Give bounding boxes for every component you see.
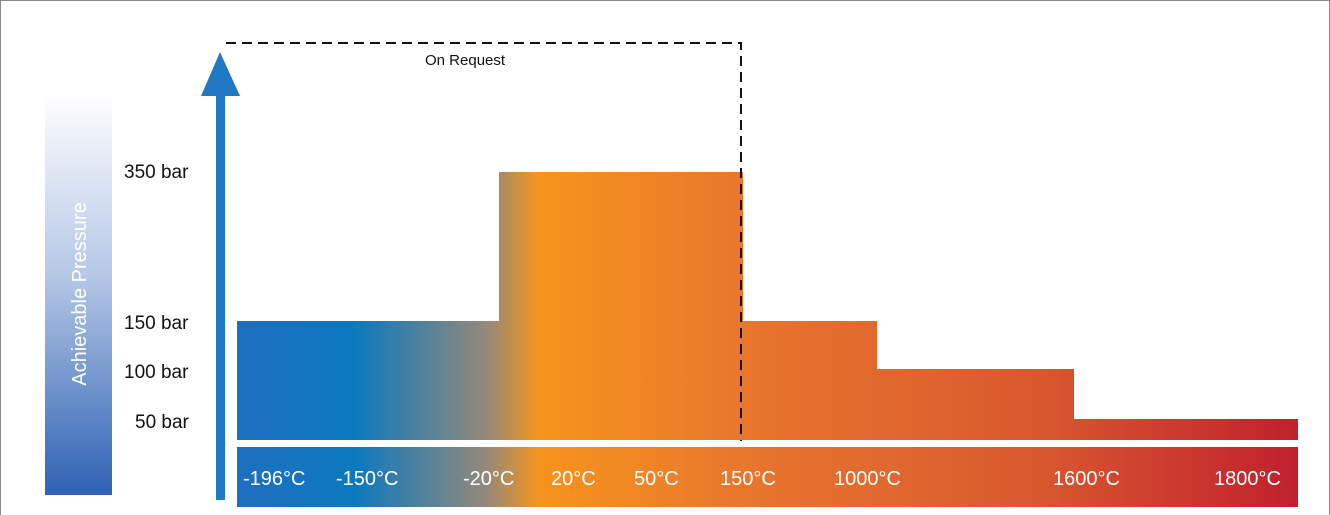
pressure-arrow-head — [201, 52, 240, 96]
y-axis-title: Achievable Pressure — [69, 202, 91, 385]
temp-label-1000: 1000°C — [834, 468, 901, 490]
segment-bar-5 — [1074, 419, 1298, 440]
segment-bar-3 — [743, 321, 877, 440]
segment-bar-1 — [237, 321, 499, 440]
y-axis-title-panel — [45, 93, 112, 495]
temp-label-150: 150°C — [720, 468, 776, 490]
y-tick-100: 100 bar — [124, 362, 189, 383]
temp-label-minus150: -150°C — [336, 468, 398, 490]
on-request-label: On Request — [425, 52, 506, 69]
y-tick-50: 50 bar — [135, 412, 190, 433]
segment-bar-4 — [877, 369, 1074, 440]
temp-label-50: 50°C — [634, 468, 679, 490]
y-tick-150: 150 bar — [124, 313, 189, 334]
temp-label-minus20: -20°C — [463, 468, 514, 490]
temp-label-1800: 1800°C — [1214, 468, 1281, 490]
temp-label-minus196: -196°C — [243, 468, 305, 490]
temp-label-20: 20°C — [551, 468, 596, 490]
segment-bar-2 — [499, 172, 743, 440]
y-tick-350: 350 bar — [124, 162, 189, 183]
temperature-strip — [237, 447, 1298, 507]
temp-label-1600: 1600°C — [1053, 468, 1120, 490]
pressure-arrow-shaft — [216, 90, 225, 500]
on-request-boundary — [226, 42, 742, 441]
